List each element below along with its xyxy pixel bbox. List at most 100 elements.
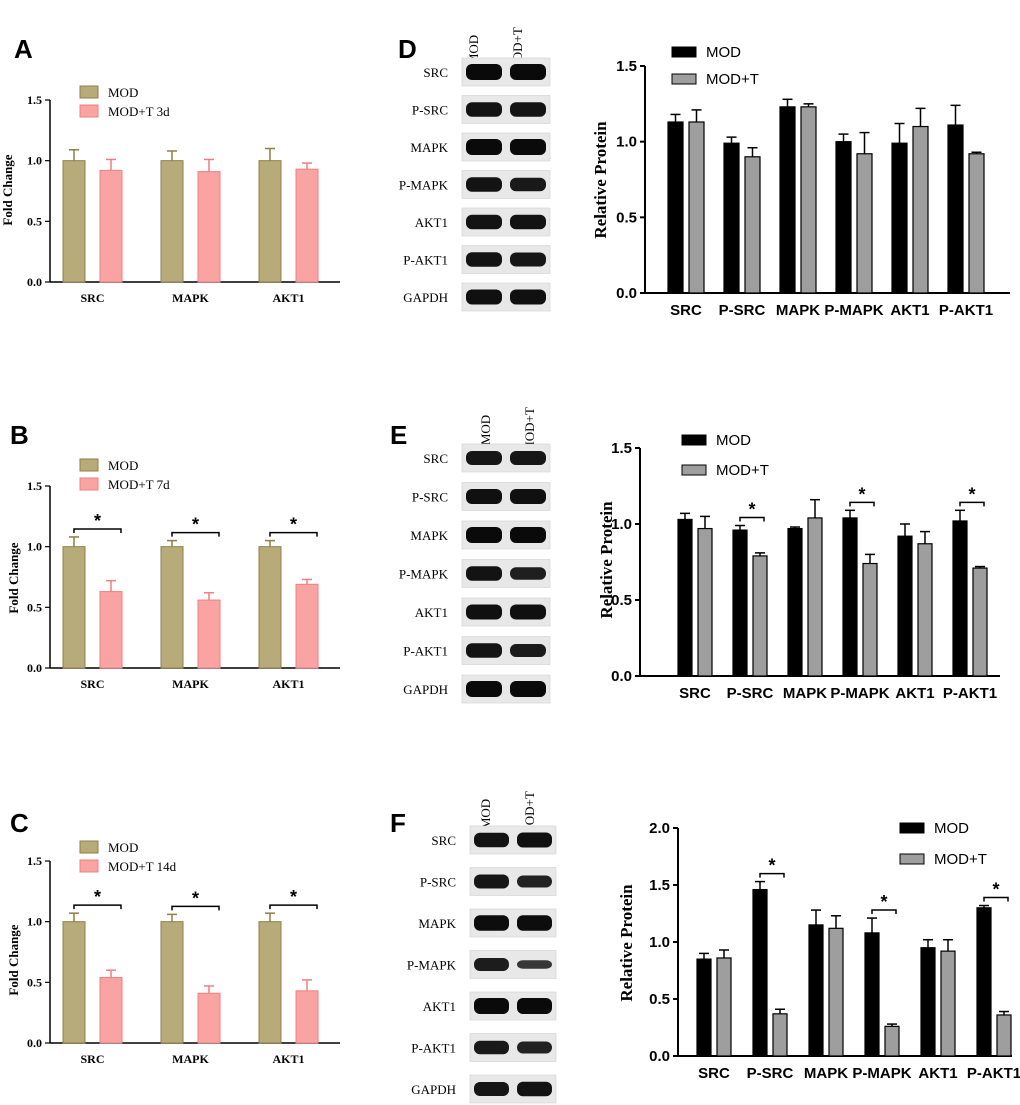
chart-d-bar-modt [744,156,761,294]
chart-b-y-tick-label: 0.0 [27,661,42,675]
chart-d-bar-modt [688,121,705,294]
chart-f-significance-star: * [768,856,775,876]
chart-e-significance-star: * [858,484,865,504]
chart-f-x-tick-label: AKT1 [918,1065,957,1082]
chart-e-x-tick-label: MAPK [783,685,827,702]
chart-e-bar-modt [752,555,768,677]
blot-f-lane-label: MOD+T [522,791,537,837]
blot-e-band [466,566,502,581]
chart-f-bar-modt [996,1014,1012,1057]
blot-f-row-label: GAPDH [411,1082,456,1097]
blot-e-row-label: SRC [423,451,448,466]
blot-d-band [466,64,502,80]
chart-b-bar-mod [62,546,86,669]
chart-a-bar-modt [99,169,123,283]
blot-e-band [510,451,546,465]
chart-d-x-tick-label: SRC [670,302,702,319]
blot-f-band [517,1041,552,1054]
chart-f-x-tick-label: P-MAPK [852,1065,911,1082]
chart-f-group-p-src: P-SRC * [747,856,794,1082]
chart-c-x-tick-label: MAPK [172,1052,209,1066]
chart-b-significance-bracket [171,531,220,537]
panel-letter-c: C [10,808,29,838]
chart-a-y-label: Fold Change [0,154,15,225]
chart-a-group-mapk: MAPK [160,150,221,305]
chart-f-bar-modt [772,1013,788,1057]
chart-e-bar-mod [787,527,803,677]
blot-f-band [517,832,552,848]
chart-e-group-src: SRC [677,512,713,702]
chart-e-bar-modt [862,562,878,677]
chart-b-significance-star: * [94,511,101,531]
chart-c-significance-bracket [269,904,318,910]
chart-f-group-akt1: AKT1 [918,938,958,1082]
chart-d-legend-label-modt: MOD+T [706,71,759,88]
blot-d-row-label: SRC [423,65,448,80]
chart-f-x-tick-label: P-AKT1 [967,1065,1020,1082]
chart-b-bar-mod [160,546,184,669]
chart-d-legend-label-mod: MOD [706,44,741,61]
chart-e-x-tick-label: P-AKT1 [943,685,997,702]
blot-e-band [466,681,502,697]
chart-b-y-tick-label: 0.5 [27,600,42,614]
chart-c-group-src: SRC * [62,887,123,1066]
chart-e-bar-modt [917,543,933,677]
chart-b-legend-label-modt: MOD+T 7d [108,477,170,492]
chart-e-group-p-mapk: P-MAPK * [830,484,889,702]
blot-f-band [517,915,552,931]
blot-d-band [466,139,502,155]
chart-f-y-tick-label: 1.5 [649,877,670,894]
chart-b-bar-modt [99,591,123,669]
chart-d-x-tick-label: P-AKT1 [939,302,993,319]
chart-d-y-tick-label: 1.5 [616,58,637,75]
chart-a-y-tick-label: 1.5 [27,93,42,107]
chart-a-bar-mod [258,160,282,283]
blot-e-row-label: P-MAPK [399,567,449,582]
blot-e-band [510,567,546,580]
chart-f-x-tick-label: MAPK [804,1065,848,1082]
chart-e-y-tick-label: 1.0 [611,516,632,533]
chart-a: 0.0 0.5 1.0 1.5 Fold Change SRC MAPK AKT1 MOD MOD… [0,85,340,305]
chart-f-bar-mod [976,907,992,1057]
panel-letter-f: F [390,808,406,838]
chart-f-bar-modt [828,927,844,1057]
chart-f-y-tick-label: 2.0 [649,820,670,837]
blot-e: MOD MOD+T SRC P-SRC MAPK P-MAPK AKT1 P-AKT1 GAPD… [399,407,551,704]
chart-d-x-tick-label: P-MAPK [824,302,883,319]
chart-e-group-p-src: P-SRC * [727,500,774,702]
blot-d-row-label: GAPDH [403,290,448,305]
chart-e-group-akt1: AKT1 [895,523,935,702]
chart-f-x-tick-label: P-SRC [747,1065,794,1082]
chart-f-bar-mod [864,932,880,1057]
chart-d-group-p-akt1: P-AKT1 [939,104,993,319]
blot-d-band [466,289,502,305]
blot-f-band [474,1082,509,1096]
chart-f-bar-mod [808,924,824,1057]
chart-b-bar-mod [258,546,282,669]
chart-d-bar-mod [891,142,908,294]
blot-d-row-label: MAPK [410,140,448,155]
chart-d-bar-modt [800,106,817,294]
panel-letter-b: B [10,420,29,450]
chart-a-group-src: SRC [62,148,123,305]
chart-a-x-tick-label: MAPK [172,291,209,305]
chart-d-bar-modt [912,125,929,294]
blot-d-band [510,139,546,155]
chart-c-x-tick-label: SRC [80,1052,104,1066]
chart-a-group-akt1: AKT1 [258,147,319,305]
chart-f-bar-modt [940,950,956,1057]
chart-a-bar-mod [62,160,86,283]
blot-d-row-label: P-AKT1 [403,253,448,268]
chart-b-significance-bracket [73,528,122,533]
chart-a-legend-label-modt: MOD+T 3d [108,104,170,119]
blot-f-row-label: MAPK [418,916,456,931]
chart-d-legend-swatch-mod [671,46,697,58]
chart-e-x-tick-label: AKT1 [895,685,934,702]
chart-c-x-tick-label: AKT1 [272,1052,304,1066]
blot-f-band [474,998,509,1014]
chart-c-bar-modt [295,990,319,1044]
chart-e-bar-mod [732,529,748,677]
chart-e-significance-bracket [959,501,985,507]
chart-c-legend-label-mod: MOD [108,840,138,855]
